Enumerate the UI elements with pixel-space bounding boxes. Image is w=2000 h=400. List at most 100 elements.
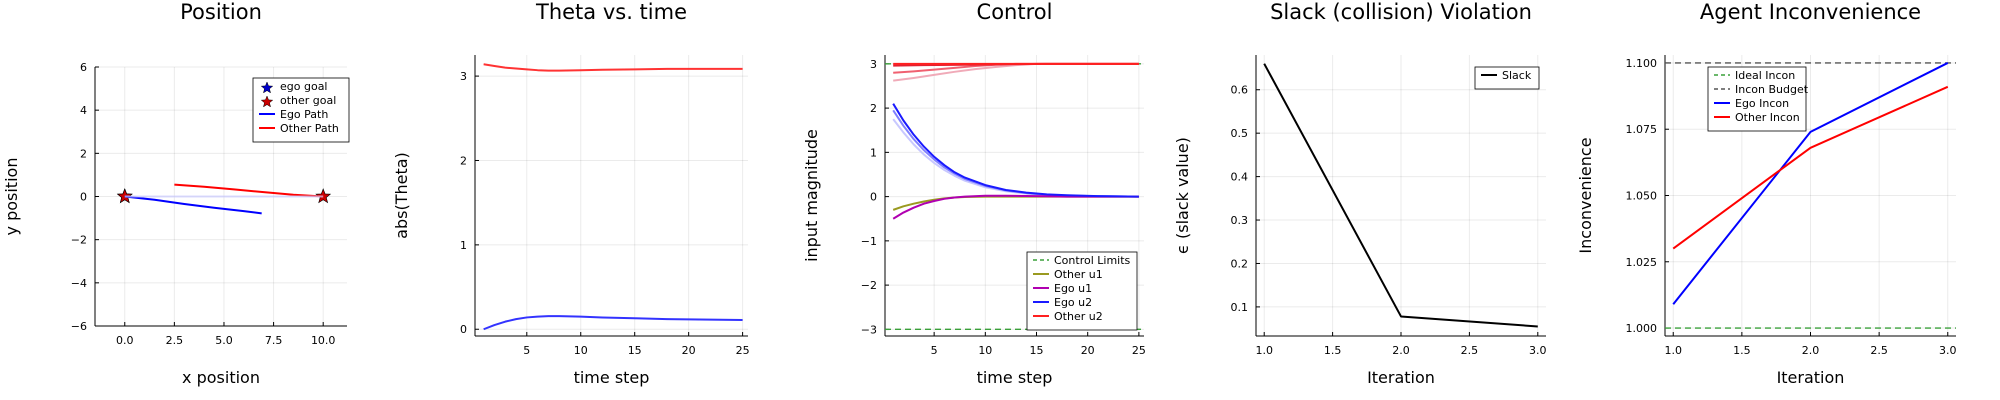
- legend-label: Ideal Incon: [1735, 69, 1795, 82]
- x-tick-label: 1.0: [1664, 344, 1682, 357]
- x-tick-label: 15: [628, 344, 642, 357]
- y-tick-label: 1.000: [1626, 322, 1658, 335]
- y-tick-label: −2: [861, 279, 877, 292]
- legend-label: ego goal: [280, 80, 328, 93]
- y-tick-label: 6: [80, 61, 87, 74]
- y-tick-label: 2: [80, 147, 87, 160]
- y-tick-label: 0: [870, 191, 877, 204]
- x-tick-label: 10.0: [311, 334, 336, 347]
- x-tick-label: 7.5: [265, 334, 283, 347]
- x-tick-label: 2.5: [166, 334, 184, 347]
- y-tick-label: 2: [870, 102, 877, 115]
- x-tick-label: 25: [736, 344, 750, 357]
- series-other-path-line: [174, 183, 324, 198]
- series-unlabeled-5-line: [892, 118, 1139, 198]
- chart-title: Position: [180, 0, 262, 24]
- legend-label: Incon Budget: [1735, 83, 1809, 96]
- y-tick-label: 0.6: [1231, 84, 1249, 97]
- plot-area: [483, 63, 743, 331]
- series-other-u1-line: [892, 195, 1139, 211]
- y-tick-label: 0: [80, 191, 87, 204]
- x-tick-label: 20: [682, 344, 696, 357]
- legend-label: Ego Incon: [1735, 97, 1789, 110]
- y-tick-label: 1: [870, 146, 877, 159]
- chart-title: Control: [977, 0, 1053, 24]
- x-axis-label: Iteration: [1777, 368, 1845, 387]
- x-tick-label: 25: [1132, 344, 1146, 357]
- legend-label: Ego u1: [1054, 282, 1092, 295]
- series-unlabeled-1-line: [483, 315, 743, 331]
- x-tick-label: 5: [523, 344, 530, 357]
- y-axis-label: Inconvenience: [1576, 137, 1595, 253]
- chart-title: Slack (collision) Violation: [1270, 0, 1532, 24]
- legend-marker: [260, 95, 274, 108]
- legend-label: Other Incon: [1735, 111, 1800, 124]
- x-tick-label: 10: [574, 344, 588, 357]
- chart-title: Agent Inconvenience: [1700, 0, 1921, 24]
- y-tick-label: 1.050: [1626, 190, 1658, 203]
- series-ego-u1-line: [892, 194, 1139, 220]
- y-tick-label: 1.025: [1626, 256, 1658, 269]
- y-axis-label: input magnitude: [802, 129, 821, 262]
- chart-panel-5: 1.0 1.5 2.0 2.5 3.0 1.000 1.025 1.050 1.075 1.100…: [1576, 0, 1957, 387]
- plot-area: [1263, 63, 1538, 328]
- x-tick-label: 1.0: [1255, 344, 1273, 357]
- x-axis-label: x position: [182, 368, 260, 387]
- y-tick-label: −6: [71, 320, 87, 333]
- x-tick-label: 5: [931, 344, 938, 357]
- legend-marker: [260, 81, 274, 94]
- legend: Slack: [1474, 66, 1540, 90]
- y-tick-label: 0.4: [1231, 171, 1249, 184]
- legend-label: Other u2: [1054, 310, 1103, 323]
- y-tick-label: −2: [71, 234, 87, 247]
- y-tick-label: 1: [460, 239, 467, 252]
- y-tick-label: 0.1: [1231, 301, 1249, 314]
- series-unlabeled-2-line: [893, 62, 1139, 82]
- chart-panel-4: 1.0 1.5 2.0 2.5 3.0 0.1 0.2 0.3 0.4 0.5 0.6 Slack (…: [1173, 0, 1547, 387]
- legend-label: Slack: [1502, 69, 1532, 82]
- y-tick-label: 3: [460, 70, 467, 83]
- chart-panel-3: 5 10 15 20 25 −3 −2 −1 0 1 2 3 Control time step input…: [802, 0, 1146, 387]
- y-axis-label: abs(Theta): [392, 152, 411, 239]
- x-axis-label: Iteration: [1367, 368, 1435, 387]
- legend-box: [1474, 66, 1540, 90]
- series-other-incon-line: [1672, 85, 1949, 250]
- plot-area: [116, 183, 332, 215]
- y-tick-label: 1.100: [1626, 57, 1658, 70]
- y-tick-label: −1: [861, 235, 877, 248]
- x-tick-label: 10: [978, 344, 992, 357]
- x-tick-label: 1.5: [1733, 344, 1751, 357]
- y-tick-label: 1.075: [1626, 123, 1658, 136]
- x-axis-label: time step: [977, 368, 1053, 387]
- x-tick-label: 2.5: [1461, 344, 1479, 357]
- x-axis-label: time step: [574, 368, 650, 387]
- x-tick-label: 3.0: [1939, 344, 1957, 357]
- y-tick-label: 0.3: [1231, 214, 1249, 227]
- x-tick-label: 3.0: [1529, 344, 1547, 357]
- x-tick-label: 2.0: [1802, 344, 1820, 357]
- series-unlabeled-0-line: [483, 63, 743, 72]
- x-tick-label: 20: [1081, 344, 1095, 357]
- series-ego-incon-line: [1672, 62, 1949, 305]
- legend-label: Ego u2: [1054, 296, 1092, 309]
- chart-panel-1: 0.0 2.5 5.0 7.5 10.0 −6 −4 −2 0 2 4 6 Position x posi…: [2, 0, 350, 387]
- y-tick-label: 4: [80, 104, 87, 117]
- y-tick-label: 0.2: [1231, 257, 1249, 270]
- plot-area: [1665, 62, 1956, 329]
- chart-panel-2: 5 10 15 20 25 0 1 2 3 Theta vs. time time step abs(…: [392, 0, 750, 387]
- legend-label: Other u1: [1054, 268, 1103, 281]
- y-tick-label: 2: [460, 154, 467, 167]
- legend-label: Control Limits: [1054, 254, 1131, 267]
- series-ego-u2-line: [892, 103, 1139, 198]
- x-tick-label: 2.0: [1392, 344, 1410, 357]
- x-tick-label: 0.0: [116, 334, 134, 347]
- y-tick-label: 3: [870, 58, 877, 71]
- y-tick-label: 0.5: [1231, 127, 1249, 140]
- y-axis-label: y position: [2, 158, 21, 236]
- legend-label: Other Path: [280, 122, 339, 135]
- y-tick-label: 0: [460, 323, 467, 336]
- x-tick-label: 1.5: [1324, 344, 1342, 357]
